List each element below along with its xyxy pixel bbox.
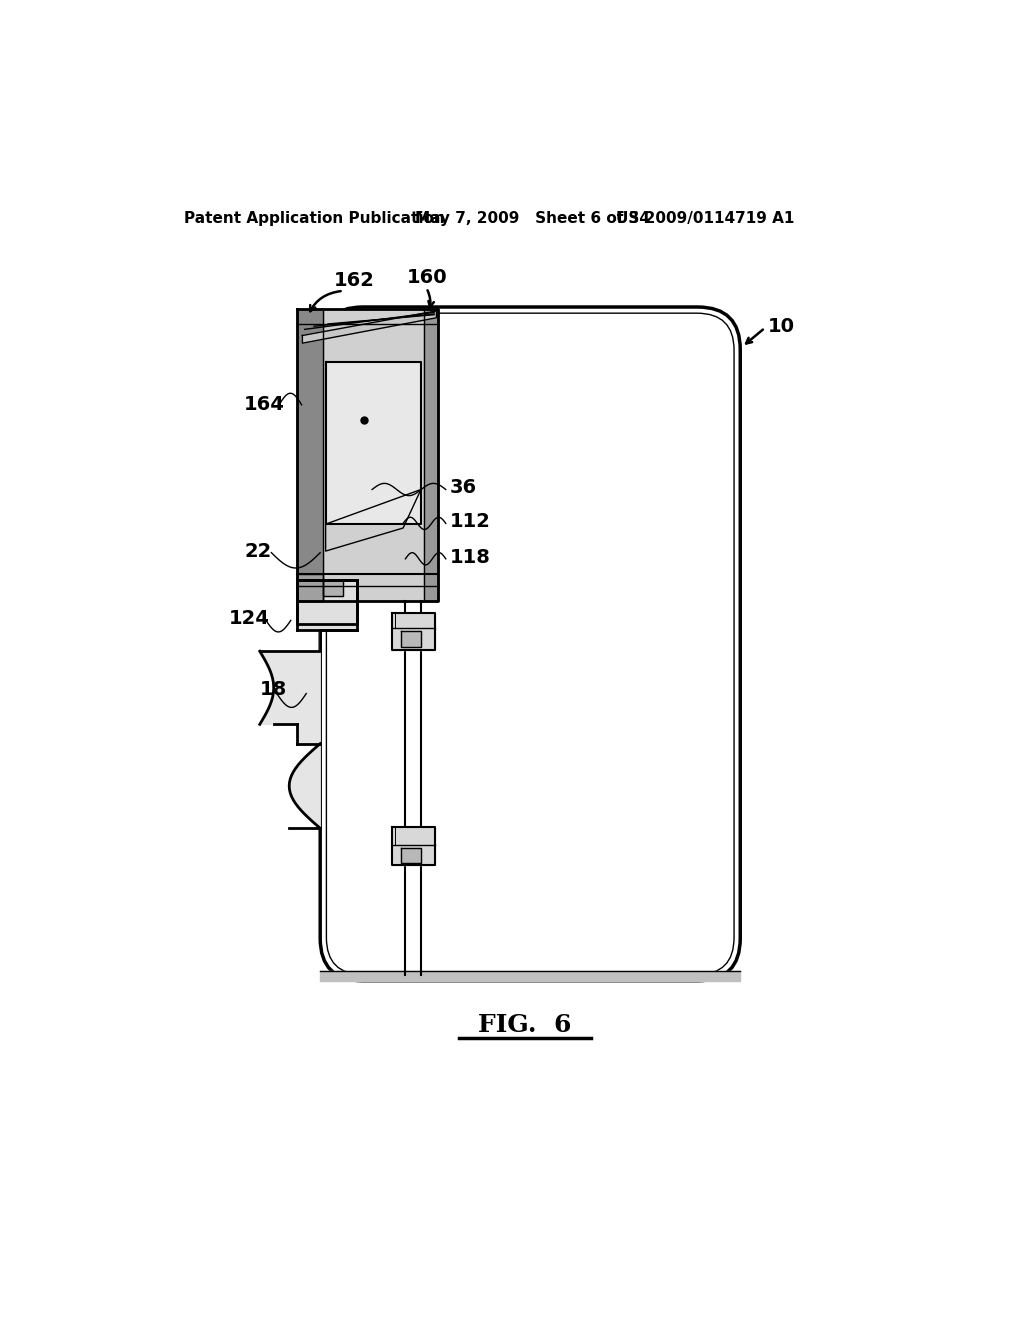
Polygon shape: [321, 970, 740, 981]
Text: 22: 22: [245, 541, 271, 561]
Text: 160: 160: [407, 268, 447, 288]
Text: US 2009/0114719 A1: US 2009/0114719 A1: [616, 211, 795, 226]
Polygon shape: [391, 826, 435, 866]
Polygon shape: [302, 312, 436, 343]
Polygon shape: [324, 581, 343, 595]
Text: 36: 36: [450, 478, 477, 498]
Polygon shape: [297, 574, 324, 601]
Text: 164: 164: [245, 395, 285, 414]
Polygon shape: [297, 309, 438, 601]
Polygon shape: [400, 631, 421, 647]
Text: 112: 112: [450, 512, 490, 532]
Text: 118: 118: [450, 548, 490, 566]
FancyBboxPatch shape: [321, 308, 740, 981]
Polygon shape: [297, 581, 356, 630]
Polygon shape: [391, 612, 435, 649]
Text: 10: 10: [767, 317, 795, 335]
Polygon shape: [289, 743, 321, 829]
Polygon shape: [260, 630, 356, 743]
Text: Patent Application Publication: Patent Application Publication: [183, 211, 444, 226]
Polygon shape: [424, 309, 438, 601]
Text: FIG.  6: FIG. 6: [478, 1012, 571, 1036]
Polygon shape: [297, 309, 324, 601]
Text: 162: 162: [334, 271, 374, 289]
FancyBboxPatch shape: [327, 313, 734, 974]
Polygon shape: [400, 847, 421, 863]
Text: 124: 124: [228, 610, 269, 628]
Polygon shape: [297, 581, 356, 624]
Text: May 7, 2009   Sheet 6 of 34: May 7, 2009 Sheet 6 of 34: [415, 211, 649, 226]
Polygon shape: [326, 363, 421, 524]
Text: 18: 18: [260, 680, 287, 700]
